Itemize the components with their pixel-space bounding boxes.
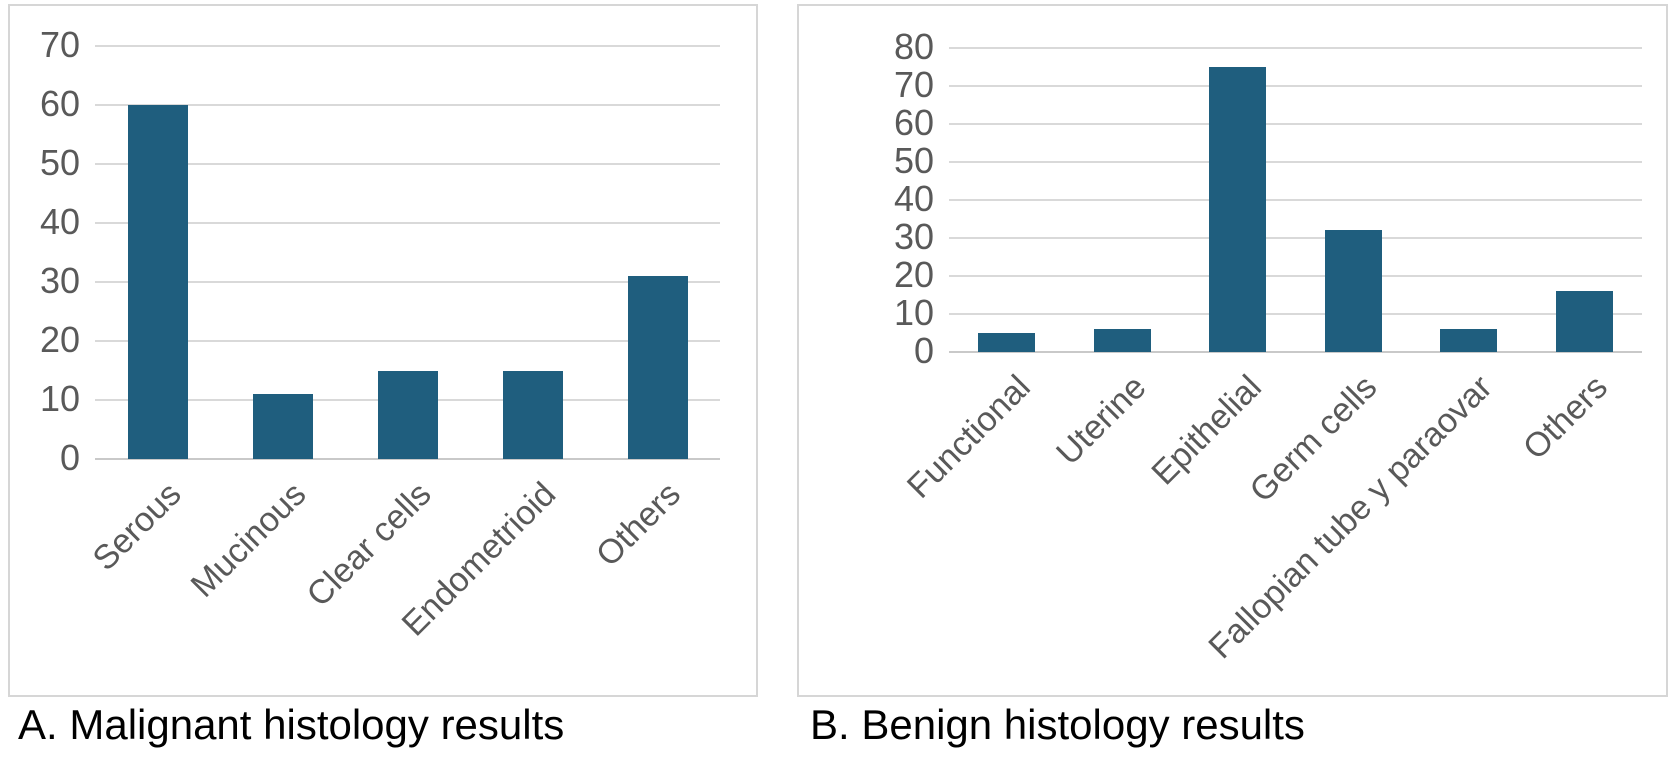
gridline-60 xyxy=(949,123,1642,125)
bar-fallopian-tube-y-paraovar xyxy=(1440,329,1498,352)
y-axis-tick-label-20: 20 xyxy=(893,254,934,295)
y-axis-tick-label-10: 10 xyxy=(39,378,80,419)
panel-b-benign-chart: 0 10 20 30 40 50 60 70 80 Functional Uterine Epithe… xyxy=(797,4,1668,697)
gridline-70 xyxy=(95,45,720,47)
gridline-20 xyxy=(95,340,720,342)
y-axis-tick-label-60: 60 xyxy=(893,102,934,143)
bar-endometrioid xyxy=(502,370,563,459)
y-axis-tick-label-70: 70 xyxy=(893,64,934,105)
y-axis-tick-label-30: 30 xyxy=(39,260,80,301)
gridline-70 xyxy=(949,85,1642,87)
y-axis-tick-label-10: 10 xyxy=(893,292,934,333)
x-axis-baseline xyxy=(949,351,1642,353)
x-axis-baseline xyxy=(95,458,720,460)
y-axis-tick-label-70: 70 xyxy=(39,24,80,65)
y-axis-tick-label-40: 40 xyxy=(893,178,934,219)
bar-mucinous xyxy=(252,394,313,459)
panel-a-malignant-chart: 0 10 20 30 40 50 60 70 Serous Mucinous Clear cells… xyxy=(8,4,758,697)
bar-germ-cells xyxy=(1324,230,1382,352)
bar-epithelial xyxy=(1209,67,1267,352)
y-axis-tick-label-30: 30 xyxy=(893,216,934,257)
y-axis-tick-label-80: 80 xyxy=(893,26,934,67)
bar-serous xyxy=(127,105,188,459)
gridline-50 xyxy=(95,163,720,165)
y-axis-tick-label-20: 20 xyxy=(39,319,80,360)
x-category-label-others: Others xyxy=(589,475,689,575)
x-category-label-serous: Serous xyxy=(85,475,189,579)
gridline-20 xyxy=(949,275,1642,277)
bar-chart-malignant: 0 10 20 30 40 50 60 70 Serous Mucinous Clear cells… xyxy=(10,6,756,695)
gridline-60 xyxy=(95,104,720,106)
bar-clear-cells xyxy=(377,370,438,459)
bar-others xyxy=(1555,291,1613,352)
y-axis-tick-label-60: 60 xyxy=(39,83,80,124)
y-axis-tick-label-0: 0 xyxy=(59,437,80,478)
bar-others xyxy=(627,276,688,459)
caption-a-malignant: A. Malignant histology results xyxy=(18,701,565,748)
gridline-30 xyxy=(949,237,1642,239)
x-category-label-functional: Functional xyxy=(899,368,1038,506)
x-category-label-mucinous: Mucinous xyxy=(183,475,314,605)
gridline-50 xyxy=(949,161,1642,163)
caption-b-benign: B. Benign histology results xyxy=(810,701,1305,748)
gridline-40 xyxy=(95,222,720,224)
gridline-30 xyxy=(95,281,720,283)
gridline-10 xyxy=(949,313,1642,315)
y-axis-tick-label-0: 0 xyxy=(913,330,934,371)
gridline-40 xyxy=(949,199,1642,201)
bar-functional xyxy=(978,333,1036,352)
y-axis-tick-label-40: 40 xyxy=(39,201,80,242)
y-axis-tick-label-50: 50 xyxy=(893,140,934,181)
bar-chart-benign: 0 10 20 30 40 50 60 70 80 Functional Uterine Epithe… xyxy=(799,6,1666,695)
y-axis-tick-label-50: 50 xyxy=(39,142,80,183)
gridline-80 xyxy=(949,47,1642,49)
x-category-label-others: Others xyxy=(1516,368,1616,468)
bar-uterine xyxy=(1093,329,1151,352)
x-category-label-uterine: Uterine xyxy=(1048,368,1154,473)
